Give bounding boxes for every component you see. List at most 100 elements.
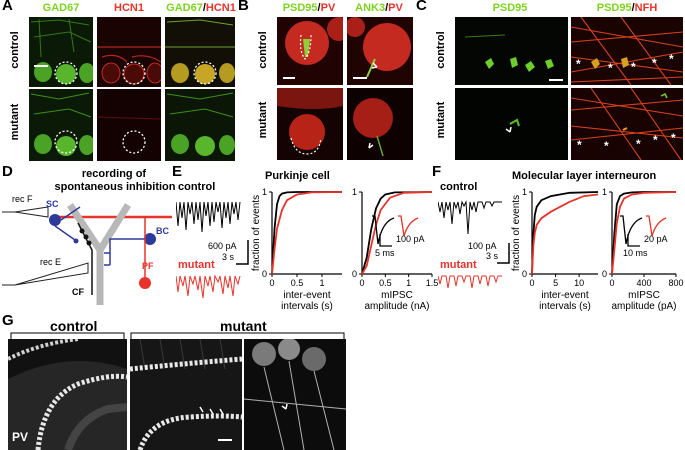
panel-c-header-psd95: PSD95 xyxy=(492,2,528,14)
merge-label-red: HCN1 xyxy=(205,2,236,14)
panel-e-title: Purkinje cell xyxy=(265,170,330,182)
y-axis-label: fraction of events xyxy=(251,195,262,271)
cdf-series-line xyxy=(271,191,342,275)
x-axis-label-line1: inter-event xyxy=(541,290,588,301)
x-tick-label: 0 xyxy=(359,278,364,288)
y-tick-label: 1 xyxy=(352,187,357,197)
nfh-label: NFH xyxy=(634,2,658,14)
x-axis-label-line1: mIPSC xyxy=(628,290,660,301)
panel-label-e: E xyxy=(172,163,183,180)
y-tick-label: 0 xyxy=(522,269,527,279)
scale-e-time: 3 s xyxy=(222,252,235,262)
label-bc: BC xyxy=(156,226,169,236)
panel-c-row-control: control xyxy=(435,31,447,69)
trace-label-mutant: mutant xyxy=(440,259,477,271)
inset-traces: 20 pA 10 ms xyxy=(620,215,668,258)
merge-slash: / xyxy=(202,2,206,14)
panel-label-a: A xyxy=(2,0,13,14)
panel-c-header-psd95-nfh: PSD95/NFH xyxy=(572,2,682,14)
inset-scale-time: 10 ms xyxy=(623,248,648,258)
panel-g-stain-label: PV xyxy=(12,430,29,444)
panel-b-header-psd95-pv: PSD95/PV xyxy=(276,2,342,14)
panel-a-header-hcn1: HCN1 xyxy=(114,2,144,14)
panel-d-title-line2: spontaneous inhibition xyxy=(54,181,176,193)
y-tick-label: 1 xyxy=(262,187,267,197)
star-marker: * xyxy=(604,139,609,153)
merge-label-green: GAD67 xyxy=(166,2,203,14)
x-tick-label: 0 xyxy=(269,278,274,288)
inset-trace-mutant xyxy=(646,215,667,237)
micrograph-a-control-hcn1 xyxy=(97,17,161,87)
micrograph-a-mutant-hcn1 xyxy=(97,89,161,161)
star-marker: * xyxy=(577,138,582,152)
panel-g-mutant-label: mutant xyxy=(220,318,267,334)
trace-f-mutant xyxy=(438,275,502,289)
star-marker: * xyxy=(669,52,674,66)
inset-trace-mutant xyxy=(398,215,419,237)
panel-a-row-mutant: mutant xyxy=(9,103,21,141)
panel-label-b: B xyxy=(238,0,249,14)
label-pf: PF xyxy=(142,261,154,271)
inset-scalebar xyxy=(379,234,392,247)
trace-f-control xyxy=(438,200,502,235)
label-cf: CF xyxy=(72,287,84,297)
micrograph-c-control-psd95 xyxy=(455,17,568,85)
panel-a-row-control: control xyxy=(9,31,21,69)
scalebar-f xyxy=(497,243,510,264)
bracket-mutant xyxy=(130,332,345,339)
cdf-series-line xyxy=(271,191,343,275)
panel-label-g: G xyxy=(2,312,14,329)
y-axis-label: fraction of events xyxy=(511,195,522,271)
psd95-label: PSD95 xyxy=(282,2,318,14)
x-axis-label-line2: intervals (s) xyxy=(539,301,591,312)
trace-label-control: control xyxy=(178,181,216,193)
label-rec-f: rec F xyxy=(12,194,33,204)
star-marker: * xyxy=(636,137,641,151)
micrograph-a-mutant-merge xyxy=(165,89,235,161)
scale-e-amp: 600 pA xyxy=(208,241,237,251)
x-tick-label: 0.5 xyxy=(291,278,304,288)
x-tick-label: 400 xyxy=(636,278,651,288)
slash: / xyxy=(385,2,389,14)
star-marker: * xyxy=(631,60,636,74)
ank3-label: ANK3 xyxy=(355,2,386,14)
cdf-series-line xyxy=(531,193,599,275)
panel-f-title: Molecular layer interneuron xyxy=(512,170,657,182)
x-axis-label-line2: amplitude (nA) xyxy=(364,301,429,312)
inset-trace-control xyxy=(620,215,643,245)
micrograph-a-mutant-gad67 xyxy=(29,89,93,161)
trace-e-control xyxy=(176,201,241,233)
panel-b-header-ank3-pv: ANK3/PV xyxy=(346,2,412,14)
scalebar-e xyxy=(236,240,249,265)
pv-label: PV xyxy=(388,2,403,14)
trace-line xyxy=(176,274,241,299)
micrograph-g-mutant-zoom xyxy=(244,339,346,450)
x-tick-label: 0.5 xyxy=(379,278,392,288)
inset-scale-amp: 20 pA xyxy=(644,234,668,244)
inset-trace-control xyxy=(372,215,395,245)
inset-scale-time: 5 ms xyxy=(375,248,395,258)
y-tick-label: 0 xyxy=(352,269,357,279)
x-tick-label: 1 xyxy=(406,278,411,288)
psd95-label: PSD95 xyxy=(596,2,632,14)
inset-scalebar xyxy=(627,234,640,247)
micrograph-b-mutant-psd95 xyxy=(277,88,343,160)
micrograph-b-control-psd95 xyxy=(277,17,343,85)
x-axis-label-line1: inter-event xyxy=(283,290,330,301)
trace-label-control: control xyxy=(440,181,478,193)
inset-traces: 100 pA5 ms xyxy=(372,215,425,258)
x-tick-label: 10 xyxy=(574,278,584,288)
star-marker: * xyxy=(653,133,658,147)
micrograph-g-control xyxy=(8,339,127,450)
micrograph-a-control-gad67 xyxy=(29,17,93,87)
panel-label-f: F xyxy=(432,163,442,180)
panel-a-header-merge: GAD67/HCN1 xyxy=(166,2,236,14)
micrograph-c-mutant-nfh xyxy=(571,88,683,160)
trace-line xyxy=(176,201,241,233)
panel-d-title-line1: recording of xyxy=(81,168,147,180)
panel-label-d: D xyxy=(2,163,13,180)
x-tick-label: 1.5 xyxy=(426,278,438,288)
panel-a-header-gad67: GAD67 xyxy=(42,2,80,14)
